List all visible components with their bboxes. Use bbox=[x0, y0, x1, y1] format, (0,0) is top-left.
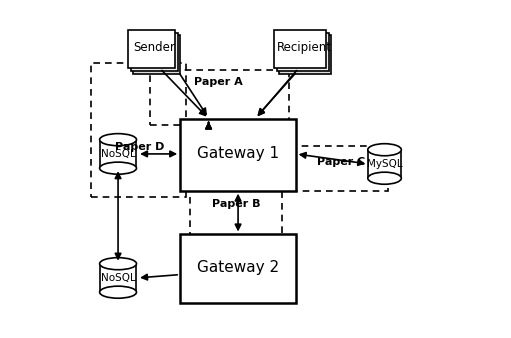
Ellipse shape bbox=[100, 162, 136, 174]
Text: Paper D: Paper D bbox=[115, 142, 165, 152]
Bar bbox=[180, 234, 296, 303]
Bar bbox=[180, 119, 296, 191]
Ellipse shape bbox=[100, 134, 136, 146]
Bar bbox=[128, 30, 175, 68]
Text: Gateway 2: Gateway 2 bbox=[197, 260, 279, 275]
Bar bbox=[90, 64, 186, 197]
Bar bbox=[368, 150, 401, 178]
Bar bbox=[100, 140, 136, 168]
Text: Recipient: Recipient bbox=[276, 41, 332, 54]
Bar bbox=[291, 146, 388, 191]
Ellipse shape bbox=[100, 258, 136, 270]
Bar bbox=[190, 191, 282, 246]
Bar bbox=[150, 70, 289, 125]
Text: Paper C: Paper C bbox=[317, 157, 365, 167]
Text: NoSQL: NoSQL bbox=[101, 149, 135, 159]
Bar bbox=[100, 264, 136, 292]
Text: Paper B: Paper B bbox=[212, 199, 260, 209]
Text: Gateway 1: Gateway 1 bbox=[197, 146, 279, 162]
Bar bbox=[131, 32, 178, 71]
Text: MySQL: MySQL bbox=[367, 159, 402, 169]
Ellipse shape bbox=[100, 286, 136, 298]
Bar bbox=[280, 35, 331, 74]
Text: Paper A: Paper A bbox=[194, 77, 243, 87]
Bar bbox=[276, 32, 329, 71]
Bar bbox=[274, 30, 326, 68]
Text: NoSQL: NoSQL bbox=[101, 273, 135, 283]
Ellipse shape bbox=[368, 144, 401, 156]
Text: Sender: Sender bbox=[133, 41, 175, 54]
Ellipse shape bbox=[368, 172, 401, 184]
Bar bbox=[133, 35, 180, 74]
